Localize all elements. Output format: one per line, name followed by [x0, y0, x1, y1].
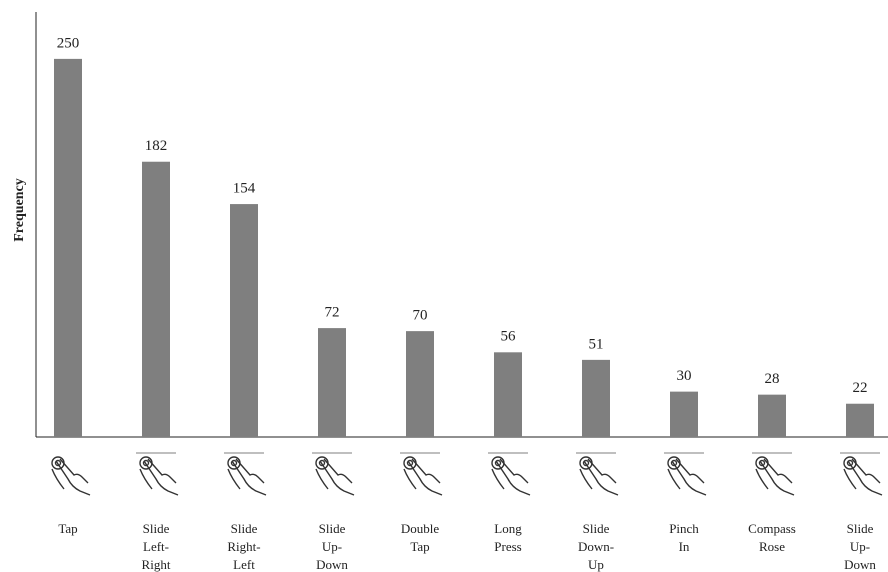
bar: [318, 328, 346, 437]
category-label: In: [679, 539, 690, 554]
category-label: Down: [316, 557, 348, 572]
touch-point-inner: [846, 459, 854, 467]
touch-point-inner: [54, 459, 62, 467]
category-label: Left-: [143, 539, 169, 554]
hand: [843, 458, 883, 496]
value-label: 182: [145, 138, 168, 154]
category-label: Tap: [410, 539, 429, 554]
category-label: Pinch: [669, 521, 699, 536]
touch-point-inner: [318, 459, 326, 467]
category-label: Slide: [319, 521, 346, 536]
gesture-icon: [840, 452, 883, 496]
bar: [230, 204, 258, 437]
bar: [494, 352, 522, 437]
gesture-icon: [312, 452, 355, 496]
value-label: 22: [853, 380, 868, 396]
category-label: Slide: [231, 521, 258, 536]
category-label: Compass: [748, 521, 796, 536]
category-label: Down: [844, 557, 876, 572]
category-label: Up-: [322, 539, 342, 554]
category-label: Down-: [578, 539, 614, 554]
category-label: Right: [142, 557, 171, 572]
value-label: 250: [57, 35, 80, 51]
hand: [227, 458, 267, 496]
y-axis-label: Frequency: [12, 178, 27, 242]
category-label: Rose: [759, 539, 785, 554]
value-label: 72: [325, 305, 340, 321]
value-label: 70: [413, 308, 428, 324]
gesture-icon: [400, 452, 443, 496]
touch-point-inner: [494, 459, 502, 467]
category-label: Up-: [850, 539, 870, 554]
touch-point-inner: [582, 459, 590, 467]
touch-point-inner: [230, 459, 238, 467]
hand: [139, 458, 179, 496]
hand: [51, 458, 91, 496]
category-label: Slide: [583, 521, 610, 536]
gesture-icon: [664, 452, 707, 496]
gesture-icon: [224, 452, 267, 496]
category-label: Slide: [143, 521, 170, 536]
bar: [406, 331, 434, 437]
bar: [142, 161, 170, 437]
hand: [491, 458, 531, 496]
category-label: Long: [494, 521, 522, 536]
gesture-icon: [576, 452, 619, 496]
bar: [670, 391, 698, 437]
gesture-icon: [488, 452, 531, 496]
value-label: 28: [765, 371, 780, 387]
value-label: 154: [233, 181, 256, 197]
value-label: 30: [677, 368, 692, 384]
gesture-icon: [51, 456, 91, 496]
hand: [315, 458, 355, 496]
touch-point-inner: [142, 459, 150, 467]
category-label: Left: [233, 557, 255, 572]
touch-point-inner: [406, 459, 414, 467]
category-label: Up: [588, 557, 604, 572]
hand: [667, 458, 707, 496]
touch-point-inner: [670, 459, 678, 467]
bar: [54, 58, 82, 438]
touch-point-inner: [758, 459, 766, 467]
category-label: Press: [494, 539, 521, 554]
bar: [846, 403, 874, 437]
bar: [758, 394, 786, 437]
category-label: Tap: [58, 521, 77, 536]
category-label: Slide: [847, 521, 874, 536]
category-label: Right-: [227, 539, 260, 554]
gesture-icon: [136, 452, 179, 496]
value-label: 51: [589, 336, 604, 352]
hand: [403, 458, 443, 496]
gesture-icon: [752, 452, 795, 496]
value-label: 56: [501, 329, 517, 345]
hand: [755, 458, 795, 496]
bar: [582, 359, 610, 437]
category-label: Double: [401, 521, 440, 536]
hand: [579, 458, 619, 496]
